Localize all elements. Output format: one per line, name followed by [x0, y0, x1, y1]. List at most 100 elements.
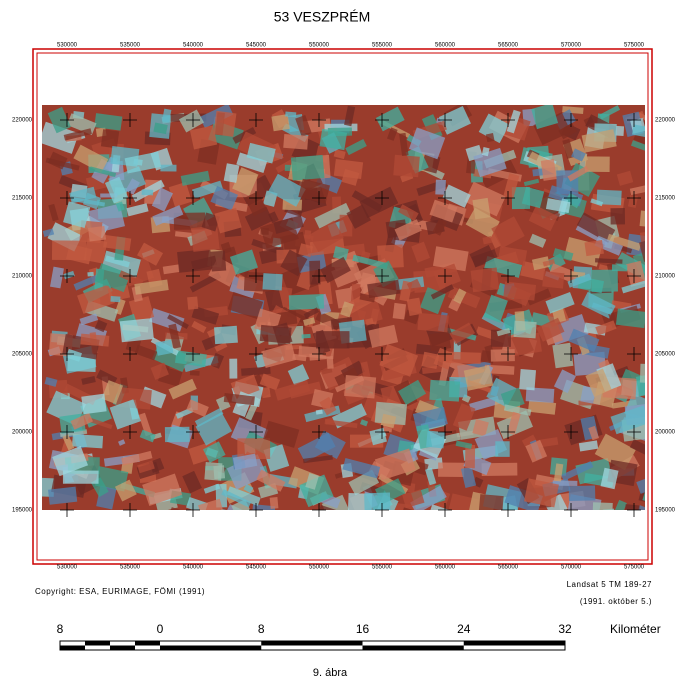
image-patch	[412, 406, 448, 432]
image-patch	[402, 489, 425, 508]
image-patch	[88, 225, 106, 242]
scale-segment	[60, 645, 85, 650]
image-patch	[411, 241, 431, 263]
image-patch	[630, 140, 645, 157]
image-patch	[591, 302, 613, 315]
image-patch	[273, 215, 304, 234]
image-patch	[264, 288, 284, 312]
image-patch	[359, 186, 399, 219]
scale-segment	[463, 641, 565, 646]
grid-cross	[375, 269, 389, 283]
grid-cross	[438, 425, 452, 439]
grid-cross	[60, 347, 74, 361]
image-patch	[521, 434, 537, 448]
easting-label-top: 575000	[624, 43, 645, 49]
image-patch	[523, 178, 540, 187]
image-patch	[229, 249, 258, 275]
image-patch	[590, 198, 604, 207]
image-patch	[230, 374, 260, 399]
image-patch	[50, 266, 64, 289]
image-patch	[576, 212, 616, 243]
image-patch	[373, 260, 399, 288]
image-patch	[387, 127, 398, 141]
image-patch	[585, 368, 612, 397]
image-patch	[639, 210, 645, 227]
image-patch	[189, 125, 218, 150]
image-patch	[365, 317, 374, 326]
image-patch	[62, 434, 75, 451]
source-line: Landsat 5 TM 189-27	[567, 580, 652, 589]
northing-label-right: 215000	[655, 196, 676, 202]
map-title: 53 VESZPRÉM	[274, 9, 370, 25]
scale-label: 32	[558, 622, 572, 636]
image-patch	[177, 248, 213, 273]
image-patch	[465, 207, 500, 239]
grid-cross	[186, 425, 200, 439]
image-patch	[445, 351, 481, 365]
image-patch	[314, 430, 346, 460]
image-patch	[182, 470, 202, 494]
image-patch	[578, 440, 599, 452]
easting-label-bottom: 535000	[120, 565, 141, 571]
image-patch	[166, 507, 197, 510]
image-patch	[531, 256, 551, 271]
image-patch	[533, 112, 571, 146]
grid-cross	[186, 113, 200, 127]
image-patch	[100, 129, 120, 149]
image-patch	[417, 312, 449, 333]
image-patch	[94, 113, 123, 131]
grid-cross	[375, 425, 389, 439]
grid-cross	[564, 113, 578, 127]
easting-label-bottom: 555000	[372, 565, 393, 571]
image-patch	[134, 279, 169, 295]
image-patch	[553, 463, 564, 482]
grid-cross	[312, 269, 326, 283]
image-patch	[260, 228, 269, 235]
image-patch	[187, 296, 199, 310]
image-patch	[398, 379, 427, 406]
grid-cross	[312, 191, 326, 205]
easting-label-top: 560000	[435, 43, 456, 49]
easting-label-bottom: 575000	[624, 565, 645, 571]
grid-cross	[627, 191, 641, 205]
image-patch	[241, 366, 271, 376]
grid-cross	[501, 191, 515, 205]
image-patch	[229, 358, 238, 379]
image-patch	[298, 178, 330, 204]
image-patch	[472, 419, 489, 437]
image-patch	[214, 207, 242, 234]
grid-cross	[249, 503, 263, 517]
image-patch	[261, 386, 271, 399]
easting-label-top: 565000	[498, 43, 519, 49]
image-patch	[81, 393, 107, 415]
image-patch	[552, 248, 574, 262]
grid-cross	[60, 269, 74, 283]
easting-label-top: 550000	[309, 43, 330, 49]
image-patch	[602, 508, 616, 510]
image-patch	[639, 363, 645, 384]
image-patch	[500, 387, 525, 411]
image-patch	[280, 249, 308, 277]
grid-cross	[564, 191, 578, 205]
image-patch	[552, 342, 574, 369]
grid-cross	[123, 425, 137, 439]
image-patch	[352, 254, 389, 270]
image-patch	[623, 504, 640, 510]
image-patch	[360, 361, 371, 379]
image-patch	[137, 242, 164, 266]
northing-label-right: 195000	[655, 508, 676, 514]
northing-label-left: 220000	[12, 118, 33, 124]
image-patch	[478, 494, 504, 510]
image-patch	[305, 473, 319, 490]
image-patch	[525, 439, 548, 463]
image-patch	[223, 163, 240, 183]
image-patch	[421, 365, 443, 375]
image-patch	[126, 203, 149, 217]
scale-segment	[362, 645, 464, 650]
image-patch	[333, 149, 346, 160]
image-patch	[528, 205, 558, 232]
image-patch	[616, 170, 634, 186]
northing-label-left: 210000	[12, 274, 33, 280]
image-patch	[272, 322, 293, 346]
image-patch	[103, 234, 132, 251]
